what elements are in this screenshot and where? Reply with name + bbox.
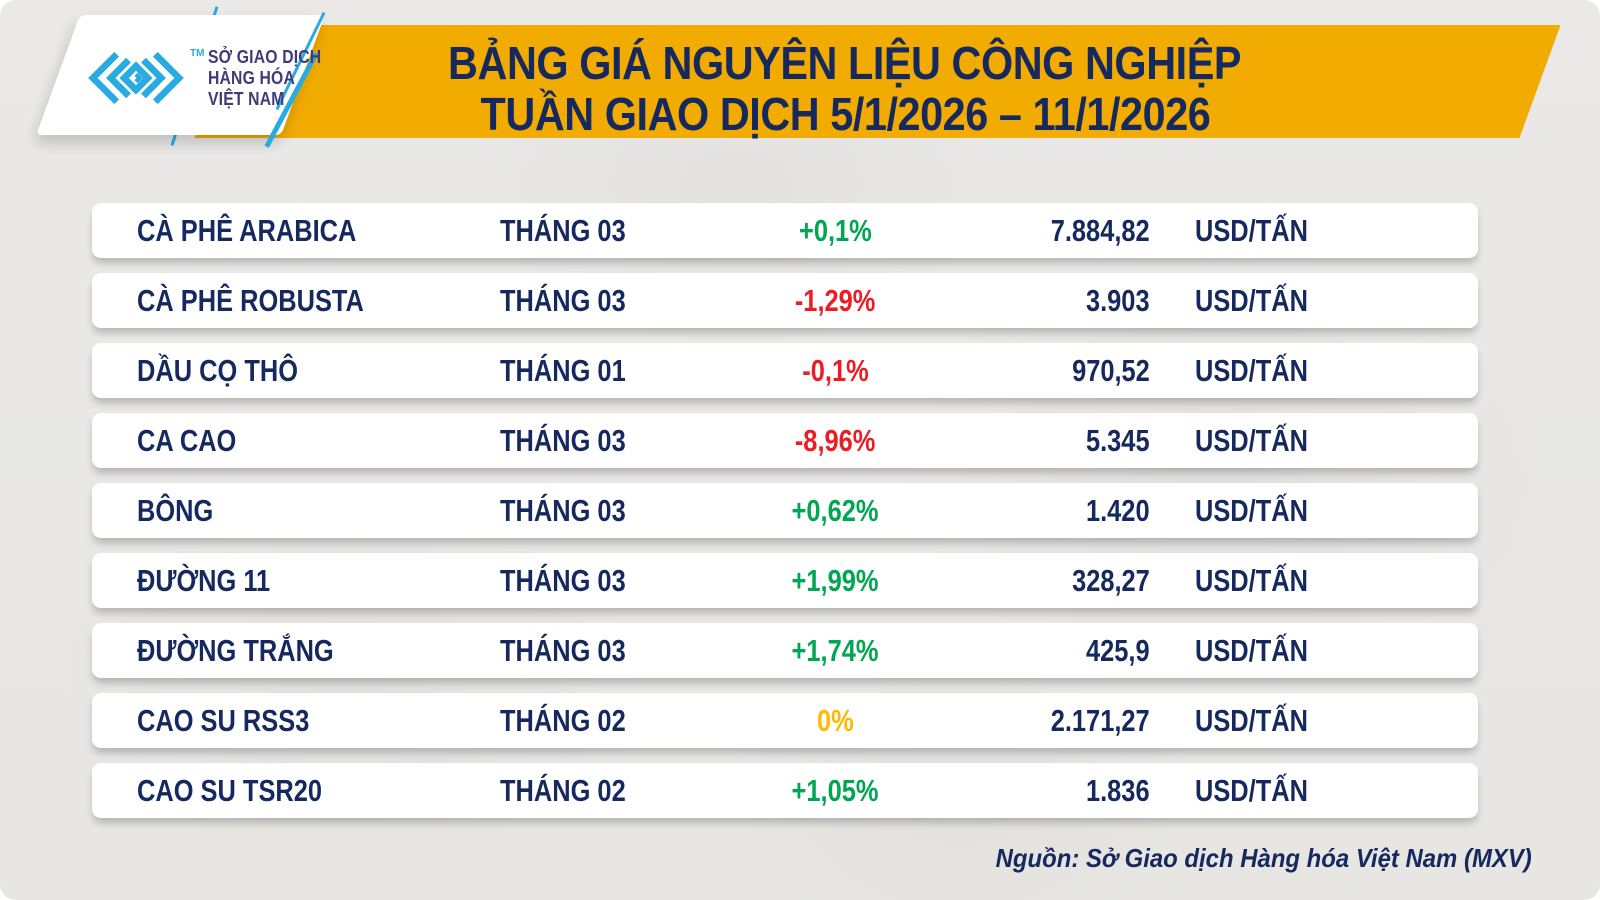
price-value: 425,9 (1086, 632, 1150, 668)
commodity-row: CAO SU RSS3 THÁNG 02 0% 2.171,27 USD/TẤN (92, 693, 1478, 748)
price-unit: USD/TẤN (1195, 282, 1308, 318)
price-change-percent: -8,96% (794, 422, 876, 458)
contract-month: THÁNG 02 (500, 772, 626, 808)
commodity-row: ĐƯỜNG 11 THÁNG 03 +1,99% 328,27 USD/TẤN (92, 553, 1478, 608)
page-title: BẢNG GIÁ NGUYÊN LIỆU CÔNG NGHIỆP (448, 37, 1242, 89)
price-unit: USD/TẤN (1195, 212, 1308, 248)
page-subtitle: TUẦN GIAO DỊCH 5/1/2026 – 11/1/2026 (480, 88, 1210, 140)
price-value: 3.903 (1086, 282, 1150, 318)
contract-month: THÁNG 02 (500, 702, 626, 738)
commodity-name: ĐƯỜNG TRẮNG (137, 632, 334, 668)
logo-org-name: SỞ GIAO DỊCH HÀNG HÓA VIỆT NAM (208, 46, 321, 109)
mxv-logo: TM SỞ GIAO DỊCH HÀNG HÓA VIỆT NAM (84, 46, 342, 110)
source-credit: Nguồn: Sở Giao dịch Hàng hóa Việt Nam (M… (995, 843, 1532, 873)
price-unit: USD/TẤN (1195, 632, 1308, 668)
price-change-percent: -0,1% (801, 352, 869, 388)
price-change-percent: +1,99% (791, 562, 879, 598)
price-value: 7.884,82 (1051, 212, 1150, 248)
contract-month: THÁNG 01 (500, 352, 626, 388)
price-change-percent: +1,05% (791, 772, 879, 808)
commodity-name: CAO SU TSR20 (137, 772, 323, 808)
price-unit: USD/TẤN (1195, 772, 1308, 808)
page-title-block: BẢNG GIÁ NGUYÊN LIỆU CÔNG NGHIỆP TUẦN GI… (250, 38, 1440, 140)
commodity-row: DẦU CỌ THÔ THÁNG 01 -0,1% 970,52 USD/TẤN (92, 343, 1478, 398)
contract-month: THÁNG 03 (500, 492, 626, 528)
commodity-name: CÀ PHÊ ARABICA (137, 212, 357, 248)
mxv-chevrons-logo-icon (88, 51, 184, 105)
commodity-row: ĐƯỜNG TRẮNG THÁNG 03 +1,74% 425,9 USD/TẤ… (92, 623, 1478, 678)
commodity-name: CA CAO (137, 422, 237, 458)
logo-org-line2: HÀNG HÓA (208, 67, 296, 88)
commodity-name: CAO SU RSS3 (137, 702, 310, 738)
price-unit: USD/TẤN (1195, 352, 1308, 388)
commodity-row: CÀ PHÊ ROBUSTA THÁNG 03 -1,29% 3.903 USD… (92, 273, 1478, 328)
logo-org-line1: SỞ GIAO DỊCH (208, 46, 322, 67)
trademark-symbol: TM (190, 48, 205, 59)
commodity-row: BÔNG THÁNG 03 +0,62% 1.420 USD/TẤN (92, 483, 1478, 538)
commodity-name: ĐƯỜNG 11 (137, 562, 271, 598)
price-value: 1.420 (1086, 492, 1150, 528)
commodity-name: CÀ PHÊ ROBUSTA (137, 282, 364, 318)
price-value: 328,27 (1072, 562, 1150, 598)
commodity-row: CÀ PHÊ ARABICA THÁNG 03 +0,1% 7.884,82 U… (92, 203, 1478, 258)
contract-month: THÁNG 03 (500, 632, 626, 668)
price-value: 5.345 (1086, 422, 1150, 458)
commodity-row: CA CAO THÁNG 03 -8,96% 5.345 USD/TẤN (92, 413, 1478, 468)
commodity-row: CAO SU TSR20 THÁNG 02 +1,05% 1.836 USD/T… (92, 763, 1478, 818)
price-value: 2.171,27 (1051, 702, 1150, 738)
contract-month: THÁNG 03 (500, 282, 626, 318)
contract-month: THÁNG 03 (500, 562, 626, 598)
price-change-percent: +1,74% (791, 632, 879, 668)
price-unit: USD/TẤN (1195, 702, 1308, 738)
price-change-percent: +0,62% (791, 492, 879, 528)
commodity-name: BÔNG (137, 492, 214, 528)
price-unit: USD/TẤN (1195, 422, 1308, 458)
price-unit: USD/TẤN (1195, 562, 1308, 598)
contract-month: THÁNG 03 (500, 212, 626, 248)
price-value: 1.836 (1086, 772, 1150, 808)
commodity-name: DẦU CỌ THÔ (137, 352, 298, 388)
price-change-percent: 0% (816, 702, 854, 738)
price-unit: USD/TẤN (1195, 492, 1308, 528)
price-change-percent: -1,29% (794, 282, 876, 318)
price-table: CÀ PHÊ ARABICA THÁNG 03 +0,1% 7.884,82 U… (92, 203, 1478, 833)
price-change-percent: +0,1% (798, 212, 872, 248)
contract-month: THÁNG 03 (500, 422, 626, 458)
price-value: 970,52 (1072, 352, 1150, 388)
logo-org-line3: VIỆT NAM (208, 88, 285, 109)
